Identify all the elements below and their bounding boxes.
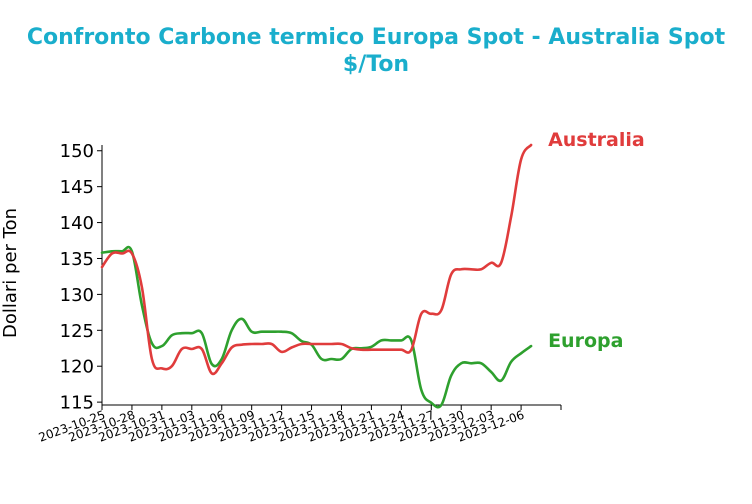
y-tick-label: 120	[60, 357, 94, 378]
series-lines	[100, 143, 533, 409]
y-tick-label: 145	[60, 177, 94, 198]
series-end-labels: Australia Europa	[548, 129, 645, 352]
y-tick-label: 130	[60, 285, 94, 306]
series-label-europa: Europa	[548, 330, 623, 352]
y-tick-label: 125	[60, 321, 94, 342]
y-tick-label: 135	[60, 249, 94, 270]
y-axis-label: Dollari per Ton	[0, 208, 21, 338]
y-tick-label: 140	[60, 213, 94, 234]
y-tick-label: 115	[60, 393, 94, 414]
series-line-europa	[100, 245, 533, 409]
series-line-australia	[100, 143, 533, 376]
chart-title-line2: $/Ton	[342, 52, 410, 77]
chart-axes: 1151201251301351401451502023-10-252023-1…	[37, 141, 562, 445]
chart-title: Confronto Carbone termico Europa Spot - …	[0, 24, 752, 78]
chart-title-line1: Confronto Carbone termico Europa Spot - …	[26, 25, 726, 50]
series-label-australia: Australia	[548, 129, 645, 151]
y-tick-label: 150	[60, 141, 94, 162]
